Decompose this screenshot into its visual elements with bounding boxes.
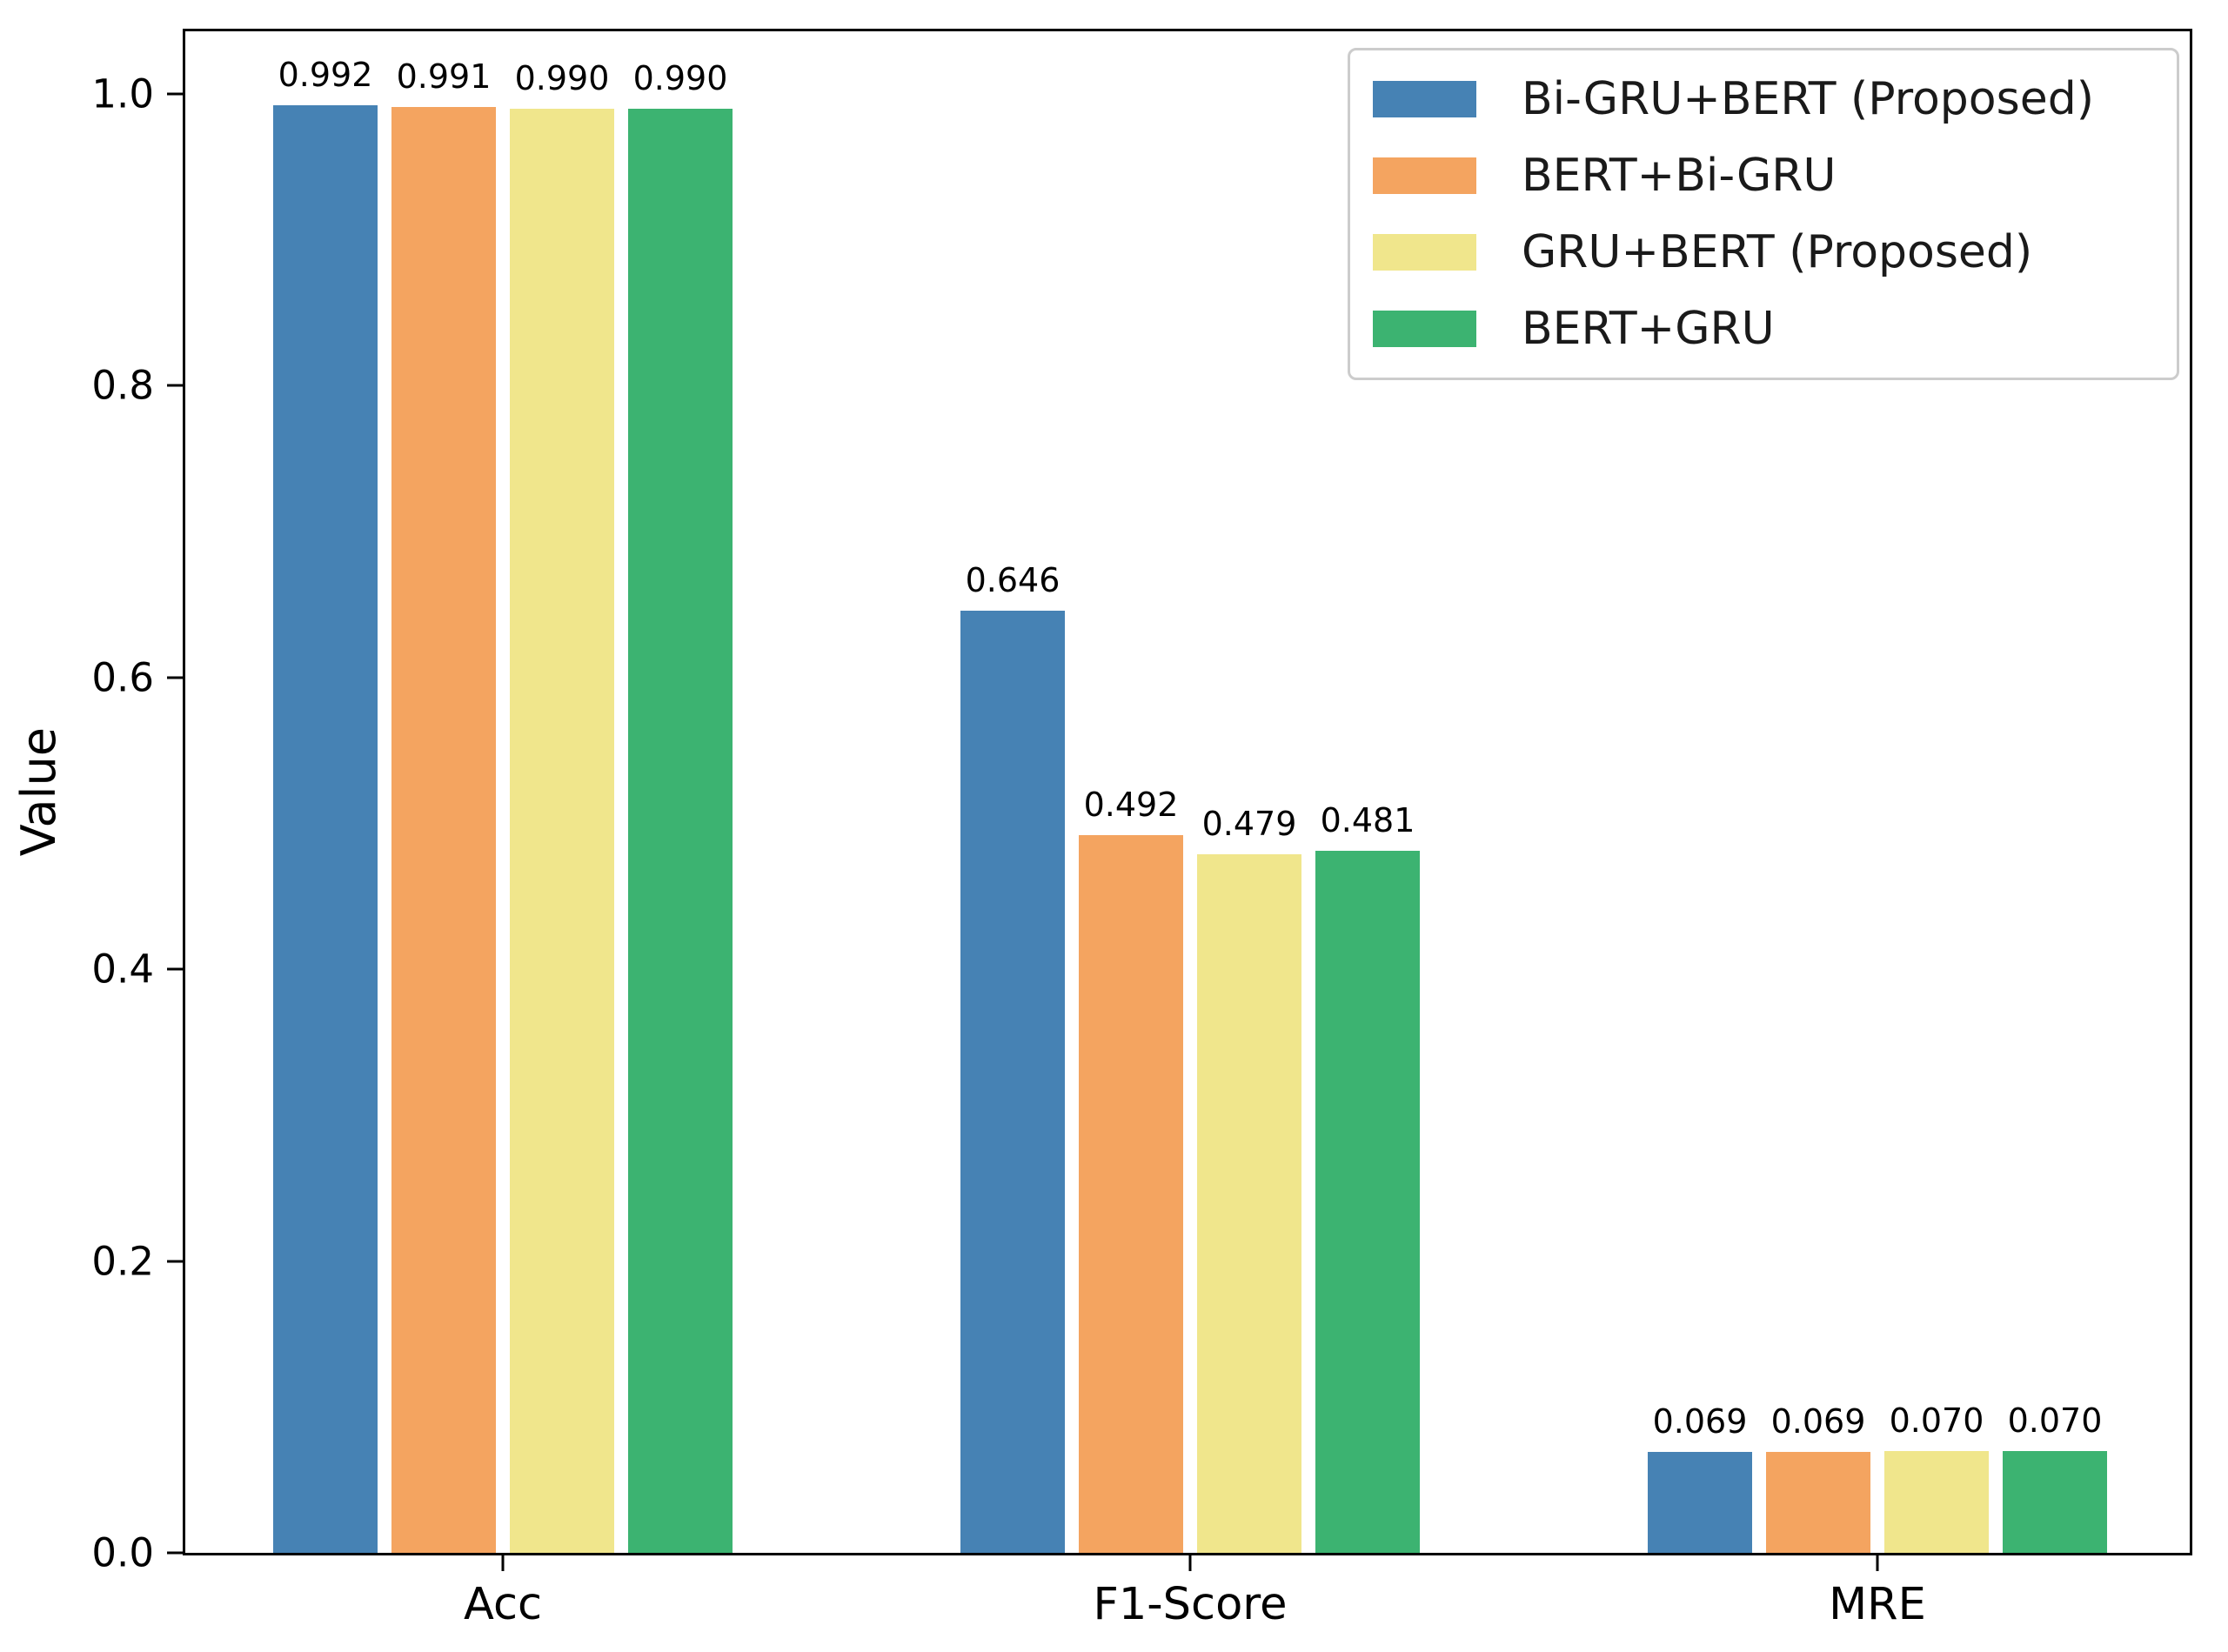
x-tick-label-0: Acc: [463, 1579, 543, 1630]
bar-series-1-cat-0: [391, 106, 496, 1553]
bar-value-label: 0.492: [1083, 785, 1179, 824]
legend: Bi-GRU+BERT (Proposed) BERT+Bi-GRU GRU+BER…: [1348, 48, 2179, 380]
legend-label: GRU+BERT (Proposed): [1522, 226, 2033, 278]
bar-value-label: 0.479: [1201, 804, 1297, 843]
bar-value-label: 0.069: [1652, 1402, 1748, 1441]
bar-wrap: 0.069: [1648, 31, 1752, 1553]
y-tick-mark: [167, 92, 183, 96]
bar-wrap: 0.990: [628, 31, 733, 1553]
bar-group-2: 0.069 0.069 0.070 0.070: [1648, 31, 2107, 1553]
x-tick-mark: [1876, 1555, 1879, 1571]
x-tick-mark: [1188, 1555, 1192, 1571]
bar-wrap: 0.481: [1315, 31, 1420, 1553]
y-tick-mark: [167, 1260, 183, 1263]
bar-value-label: 0.070: [2007, 1401, 2103, 1440]
x-tick-label-2: MRE: [1829, 1579, 1926, 1630]
bar-series-0-cat-1: [960, 610, 1065, 1553]
y-tick-mark: [167, 1551, 183, 1555]
y-tick-mark: [167, 384, 183, 387]
bar-wrap: 0.070: [1884, 31, 1989, 1553]
bar-wrap: 0.069: [1766, 31, 1870, 1553]
y-tick-label: 0.2: [91, 1238, 154, 1285]
y-tick-label: 0.4: [91, 946, 154, 993]
legend-swatch-icon: [1373, 311, 1476, 347]
legend-row-1: BERT+Bi-GRU: [1373, 137, 2154, 214]
bar-wrap: 0.990: [510, 31, 614, 1553]
bar-series-0-cat-0: [273, 105, 378, 1553]
bar-wrap: 0.492: [1079, 31, 1183, 1553]
bar-series-3-cat-0: [628, 108, 733, 1553]
y-tick-mark: [167, 967, 183, 971]
bar-series-3-cat-1: [1315, 851, 1420, 1553]
legend-label: Bi-GRU+BERT (Proposed): [1522, 73, 2094, 125]
bar-value-label: 0.646: [965, 560, 1060, 599]
y-tick-label: 0.6: [91, 654, 154, 701]
legend-swatch-icon: [1373, 81, 1476, 117]
plot-area: 0.0 0.2 0.4 0.6 0.8 1.0 Acc F1-Score MRE 0.992 0.9…: [91, 29, 2192, 1627]
legend-label: BERT+GRU: [1522, 303, 1775, 355]
bar-group-0: 0.992 0.991 0.990 0.990: [273, 31, 733, 1553]
bar-wrap: 0.479: [1197, 31, 1301, 1553]
x-tick-mark: [501, 1555, 505, 1571]
bar-value-label: 0.992: [278, 56, 373, 95]
legend-row-2: GRU+BERT (Proposed): [1373, 214, 2154, 291]
y-axis-title: Value: [11, 727, 66, 857]
y-tick-mark: [167, 676, 183, 679]
legend-label: BERT+Bi-GRU: [1522, 150, 1837, 202]
bar-value-label: 0.481: [1320, 801, 1415, 840]
bar-series-2-cat-2: [1884, 1450, 1989, 1553]
bar-value-label: 0.990: [514, 58, 610, 97]
legend-swatch-icon: [1373, 157, 1476, 194]
bar-wrap: 0.070: [2003, 31, 2107, 1553]
bar-series-1-cat-1: [1079, 834, 1183, 1553]
bar-series-0-cat-2: [1648, 1452, 1752, 1553]
bar-value-label: 0.990: [632, 58, 728, 97]
bar-value-label: 0.070: [1889, 1401, 1984, 1440]
legend-row-0: Bi-GRU+BERT (Proposed): [1373, 61, 2154, 137]
bar-wrap: 0.991: [391, 31, 496, 1553]
bar-wrap: 0.992: [273, 31, 378, 1553]
legend-row-3: BERT+GRU: [1373, 291, 2154, 367]
y-tick-label: 0.8: [91, 362, 154, 409]
bar-series-1-cat-2: [1766, 1452, 1870, 1553]
bar-series-2-cat-1: [1197, 853, 1301, 1553]
y-axis-title-box: Value: [9, 29, 70, 1555]
bar-series-3-cat-2: [2003, 1450, 2107, 1553]
y-tick-label: 0.0: [91, 1529, 154, 1576]
bar-series-2-cat-0: [510, 108, 614, 1553]
bar-group-1: 0.646 0.492 0.479 0.481: [960, 31, 1420, 1553]
y-tick-label: 1.0: [91, 70, 154, 117]
legend-swatch-icon: [1373, 234, 1476, 271]
x-tick-label-1: F1-Score: [1093, 1579, 1288, 1630]
bar-wrap: 0.646: [960, 31, 1065, 1553]
bar-value-label: 0.991: [396, 57, 492, 96]
bar-value-label: 0.069: [1770, 1402, 1866, 1441]
